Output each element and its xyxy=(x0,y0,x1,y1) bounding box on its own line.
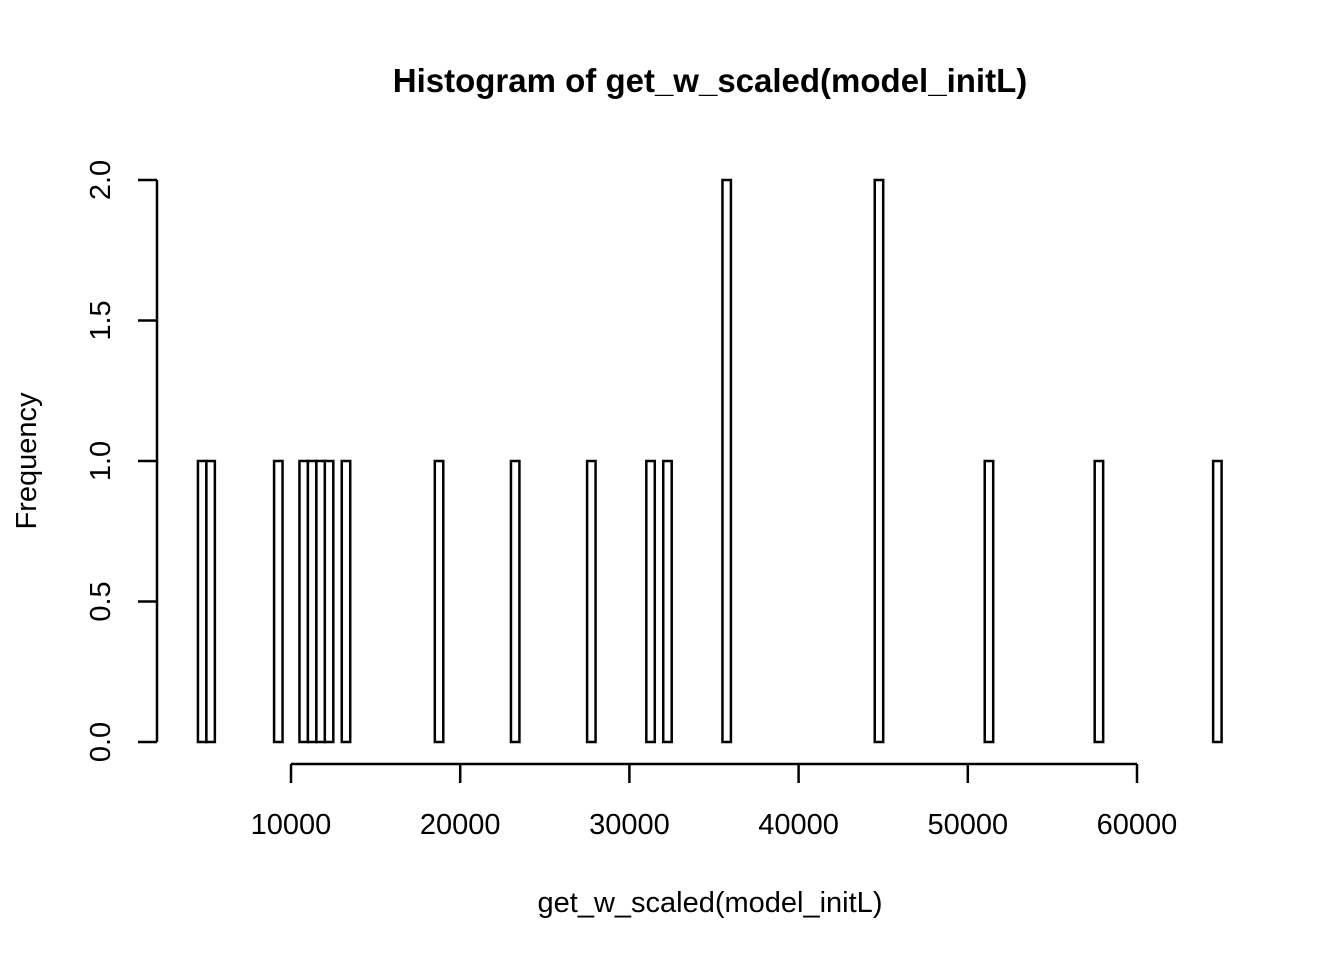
y-tick-label: 2.0 xyxy=(85,160,117,200)
x-tick-label: 10000 xyxy=(251,809,332,841)
histogram-bar xyxy=(661,459,673,744)
histogram-bar xyxy=(645,459,657,744)
histogram-bar xyxy=(585,459,597,744)
histogram-bar xyxy=(306,459,318,744)
y-tick-label: 0.5 xyxy=(85,581,117,621)
x-tick-label: 30000 xyxy=(589,809,670,841)
y-tick-label: 1.5 xyxy=(85,300,117,340)
y-tick-label: 0.0 xyxy=(85,722,117,762)
histogram-bar xyxy=(323,459,335,744)
histogram-bar xyxy=(315,459,327,744)
histogram-bar xyxy=(873,178,885,744)
histogram-bar xyxy=(196,459,208,744)
x-tick-label: 40000 xyxy=(758,809,839,841)
histogram-bar xyxy=(1211,459,1223,744)
histogram-bar xyxy=(509,459,521,744)
x-axis-label: get_w_scaled(model_initL) xyxy=(538,887,883,919)
histogram-bar xyxy=(340,459,352,744)
histogram-bar xyxy=(983,459,995,744)
x-axis: 10000 20000 30000 40000 50000 60000 xyxy=(251,762,1178,841)
x-tick-label: 20000 xyxy=(420,809,501,841)
x-tick-label: 50000 xyxy=(927,809,1008,841)
histogram-bar xyxy=(205,459,217,744)
histogram-bar xyxy=(272,459,284,744)
histogram-bar xyxy=(721,178,733,744)
bars-group xyxy=(196,178,1223,744)
histogram-bar xyxy=(298,459,310,744)
y-axis-label: Frequency xyxy=(11,392,43,530)
histogram-bar xyxy=(433,459,445,744)
y-tick-label: 1.0 xyxy=(85,441,117,481)
chart-title: Histogram of get_w_scaled(model_initL) xyxy=(393,62,1027,99)
x-tick-label: 60000 xyxy=(1097,809,1178,841)
histogram-bar xyxy=(1093,459,1105,744)
y-axis: 0.0 0.5 1.0 1.5 2.0 xyxy=(85,160,159,762)
